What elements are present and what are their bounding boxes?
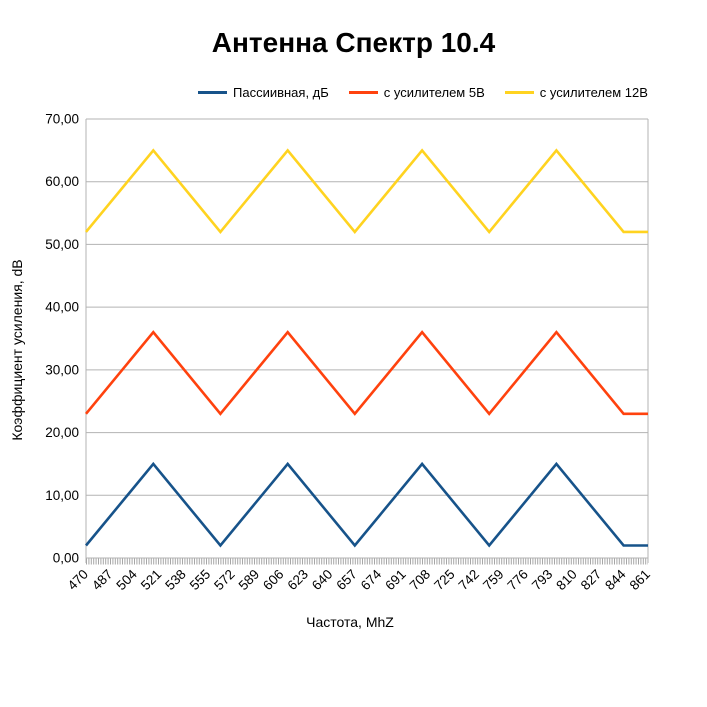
chart-title: Антенна Спектр 10.4 bbox=[211, 27, 496, 58]
x-tick-label: 589 bbox=[236, 567, 263, 594]
x-tick-label: 657 bbox=[333, 567, 360, 594]
series-line-1 bbox=[84, 330, 648, 416]
legend-swatch-amp12v bbox=[504, 91, 534, 94]
y-tick-label: 50,00 bbox=[45, 237, 79, 252]
x-tick-label: 555 bbox=[187, 567, 214, 594]
x-tick-label: 572 bbox=[211, 567, 238, 594]
x-tick-label: 674 bbox=[358, 566, 385, 593]
y-tick-label: 30,00 bbox=[45, 362, 79, 377]
x-tick-label: 810 bbox=[553, 567, 580, 594]
y-tick-label: 60,00 bbox=[45, 174, 79, 189]
x-tick-label: 504 bbox=[113, 566, 140, 593]
x-tick-label: 470 bbox=[65, 567, 92, 594]
legend-item-passive: Пассиивная, дБ bbox=[198, 85, 329, 100]
x-tick-label: 861 bbox=[627, 567, 654, 594]
legend-label-amp5v: с усилителем 5В bbox=[383, 85, 485, 100]
y-tick-label: 70,00 bbox=[45, 112, 79, 127]
x-tick-label: 640 bbox=[309, 567, 336, 594]
y-tick-label: 40,00 bbox=[45, 300, 79, 315]
legend-label-passive: Пассиивная, дБ bbox=[233, 85, 329, 100]
series-line-0 bbox=[84, 461, 648, 548]
x-tick-label: 844 bbox=[602, 566, 629, 593]
y-tick-label: 20,00 bbox=[45, 425, 79, 440]
legend: Пассиивная, дБ с усилителем 5В с усилите… bbox=[198, 85, 648, 100]
legend-swatch-passive bbox=[198, 91, 227, 94]
x-tick-label: 521 bbox=[138, 567, 165, 594]
x-tick-label: 691 bbox=[382, 567, 409, 594]
x-tick-label: 793 bbox=[529, 567, 556, 594]
x-tick-label: 827 bbox=[578, 567, 605, 594]
x-axis-title: Частота, MhZ bbox=[306, 614, 394, 630]
x-tick-label: 776 bbox=[504, 567, 531, 594]
legend-item-amp12v: с усилителем 12В bbox=[504, 85, 648, 100]
y-tick-label: 0,00 bbox=[53, 551, 79, 566]
x-tick-label: 759 bbox=[480, 567, 507, 594]
x-tick-label: 708 bbox=[407, 567, 434, 594]
legend-swatch-amp5v bbox=[348, 91, 378, 94]
x-tick-label: 725 bbox=[431, 567, 458, 594]
legend-label-amp12v: с усилителем 12В bbox=[539, 85, 648, 100]
y-tick-label: 10,00 bbox=[45, 488, 79, 503]
x-tick-label: 623 bbox=[284, 567, 311, 594]
legend-item-amp5v: с усилителем 5В bbox=[348, 85, 485, 100]
x-tick-label: 538 bbox=[162, 567, 189, 594]
x-tick-label: 606 bbox=[260, 567, 287, 594]
series-line-2 bbox=[84, 148, 648, 234]
x-tick-label: 742 bbox=[456, 567, 483, 594]
x-tick-label: 487 bbox=[89, 567, 116, 594]
